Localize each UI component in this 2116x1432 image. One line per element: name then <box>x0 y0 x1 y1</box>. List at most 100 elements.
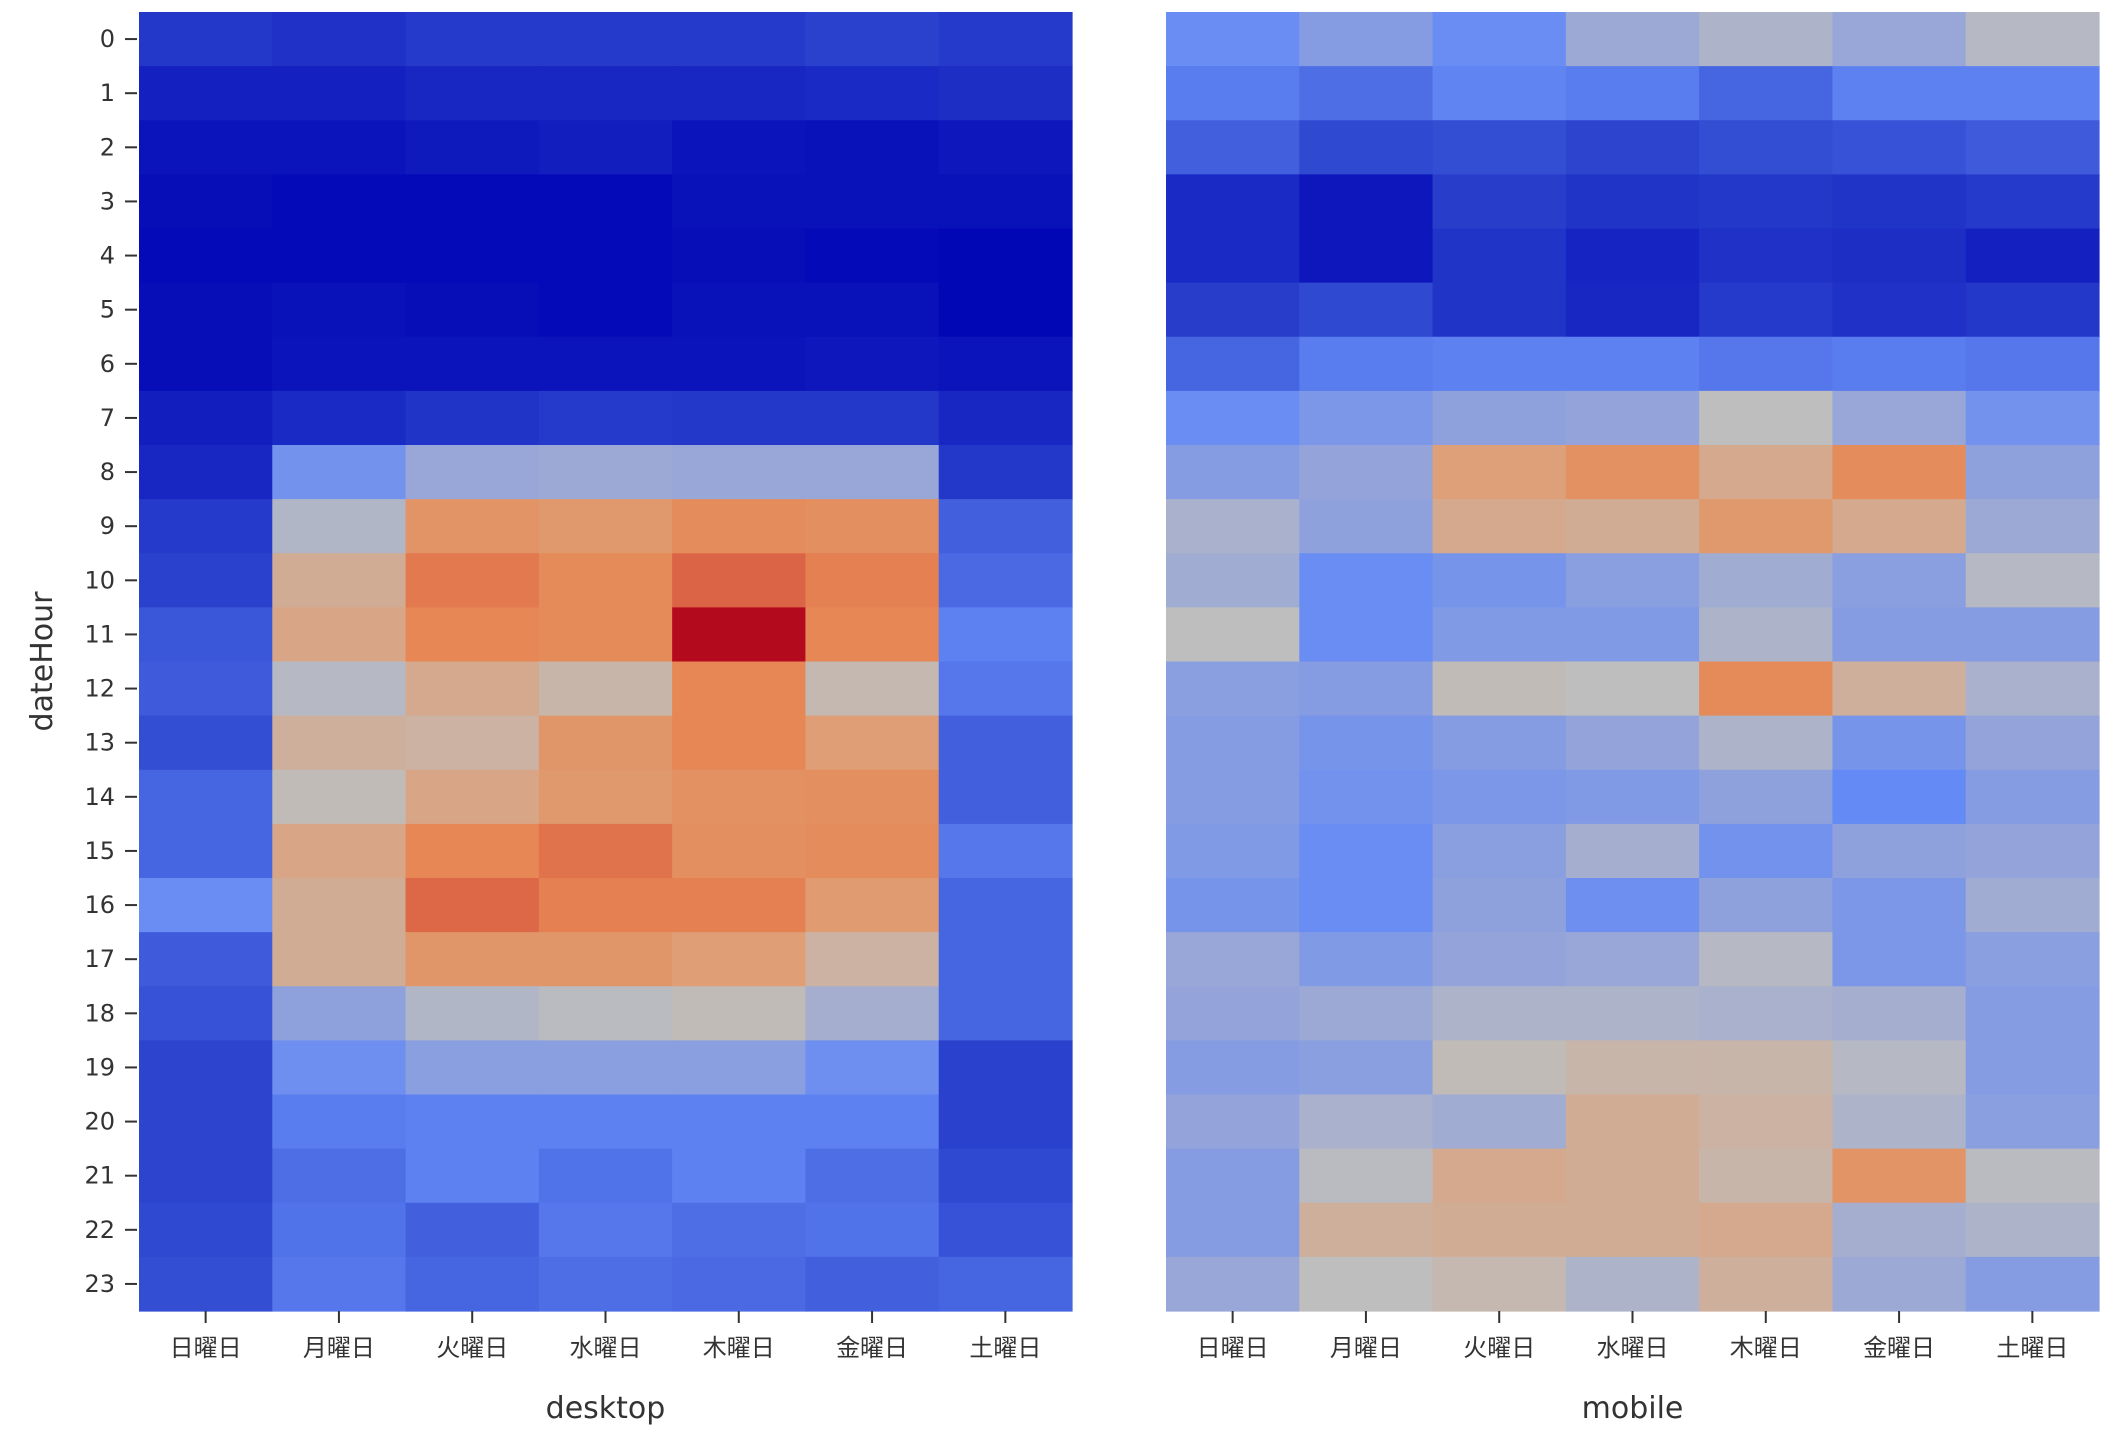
heatmap-cell <box>405 66 540 121</box>
heatmap-cell <box>1832 661 1967 717</box>
heatmap-cell <box>405 769 540 825</box>
heatmap-cell <box>1299 1148 1434 1204</box>
heatmap-cell <box>405 499 540 554</box>
heatmap-cell <box>405 607 540 663</box>
heatmap-cell <box>538 823 673 879</box>
heatmap-cell <box>1699 878 1834 933</box>
heatmap-cell <box>272 607 407 663</box>
heatmap-cell <box>538 228 673 284</box>
heatmap-cell <box>1432 1256 1567 1312</box>
heatmap-cell <box>1965 878 2100 933</box>
heatmap-cell <box>672 1256 807 1312</box>
heatmap-cell <box>272 553 407 608</box>
heatmap-cell <box>1565 823 1700 879</box>
heatmap-cell <box>1166 1202 1300 1258</box>
heatmap-cell <box>672 1148 807 1204</box>
heatmap-cell <box>538 12 673 67</box>
y-tick-label: 17 <box>84 945 115 973</box>
heatmap-cell <box>1432 336 1567 392</box>
heatmap-cell <box>672 445 807 500</box>
heatmap-cell <box>1166 715 1300 771</box>
y-tick-label: 1 <box>100 79 115 107</box>
heatmap-cell <box>938 1040 1073 1096</box>
heatmap-cell <box>672 12 807 67</box>
heatmap-cell <box>139 499 273 554</box>
heatmap-cell <box>1166 553 1300 608</box>
heatmap-cell <box>405 878 540 933</box>
heatmap-cell <box>805 769 940 825</box>
heatmap-cell <box>672 1202 807 1258</box>
heatmap-cell <box>1565 228 1700 284</box>
heatmap-cell <box>139 336 273 392</box>
heatmap-cell <box>1432 986 1567 1041</box>
y-tick-label: 12 <box>84 675 115 703</box>
heatmap-cell <box>139 12 273 67</box>
heatmap-cell <box>1166 1148 1300 1204</box>
x-tick-label: 水曜日 <box>570 1334 642 1362</box>
heatmap-cell <box>672 823 807 879</box>
heatmap-cell <box>1432 769 1567 825</box>
heatmap-cell <box>1166 390 1300 446</box>
heatmap-cell <box>1432 174 1567 230</box>
heatmap-cell <box>805 1094 940 1150</box>
heatmap-cell <box>1432 553 1567 608</box>
heatmap-cell <box>405 1256 540 1312</box>
heatmap-cell <box>1166 174 1300 230</box>
y-tick-label: 14 <box>84 783 115 811</box>
heatmap-cell <box>1832 553 1967 608</box>
heatmap-cell <box>1432 823 1567 879</box>
heatmap-cell <box>272 445 407 500</box>
x-tick-label: 木曜日 <box>1730 1334 1802 1362</box>
y-tick-label: 23 <box>84 1270 115 1298</box>
heatmap-cell <box>805 445 940 500</box>
heatmap-cell <box>1432 661 1567 717</box>
heatmap-cell <box>405 1148 540 1204</box>
heatmap-panel-desktop: 日曜日 月曜日 火曜日 水曜日 木曜日 金曜日 土曜日desktop012345678910… <box>25 12 1073 1426</box>
heatmap-cell <box>672 282 807 338</box>
heatmap-cell <box>538 282 673 338</box>
heatmap-cell <box>938 282 1073 338</box>
heatmap-cell <box>938 1094 1073 1150</box>
heatmap-cell <box>672 228 807 284</box>
heatmap-cell <box>538 445 673 500</box>
heatmap-cell <box>1699 390 1834 446</box>
heatmap-cell <box>1299 66 1434 121</box>
heatmap-cell <box>1565 1094 1700 1150</box>
heatmap-cell <box>938 12 1073 67</box>
heatmap-cell <box>938 823 1073 879</box>
heatmap-cell <box>1965 390 2100 446</box>
heatmap-cell <box>805 1040 940 1096</box>
heatmap-cell <box>1699 1094 1834 1150</box>
heatmap-cell <box>1699 986 1834 1041</box>
y-tick-label: 16 <box>84 891 115 919</box>
heatmap-cell <box>1565 499 1700 554</box>
heatmap-cell <box>938 715 1073 771</box>
heatmap-cell <box>1565 1040 1700 1096</box>
heatmap-cell <box>1699 120 1834 175</box>
y-tick-label: 11 <box>84 620 115 648</box>
heatmap-cell <box>1299 12 1434 67</box>
heatmap-cell <box>1299 1202 1434 1258</box>
heatmap-cell <box>672 932 807 987</box>
heatmap-cell <box>805 66 940 121</box>
x-tick-label: 水曜日 <box>1597 1334 1669 1362</box>
y-tick-label: 9 <box>100 512 115 540</box>
heatmap-cell <box>1965 445 2100 500</box>
heatmap-cell <box>405 120 540 175</box>
heatmap-cell <box>1965 986 2100 1041</box>
heatmap-cell <box>139 1094 273 1150</box>
heatmap-cell <box>1699 715 1834 771</box>
heatmap-cell <box>1832 282 1967 338</box>
heatmap-cell <box>139 1256 273 1312</box>
heatmap-panel-mobile: 日曜日 月曜日 火曜日 水曜日 木曜日 金曜日 土曜日 mobile <box>1166 12 2100 1426</box>
y-tick-label: 6 <box>100 350 115 378</box>
heatmap-cell <box>272 986 407 1041</box>
heatmap-cell <box>139 174 273 230</box>
heatmap-cell <box>938 499 1073 554</box>
heatmap-cell <box>538 607 673 663</box>
heatmap-cell <box>1565 607 1700 663</box>
heatmap-cell <box>1832 1148 1967 1204</box>
heatmap-cell <box>538 1256 673 1312</box>
x-tick-label: 火曜日 <box>436 1334 508 1362</box>
heatmap-cell <box>805 932 940 987</box>
